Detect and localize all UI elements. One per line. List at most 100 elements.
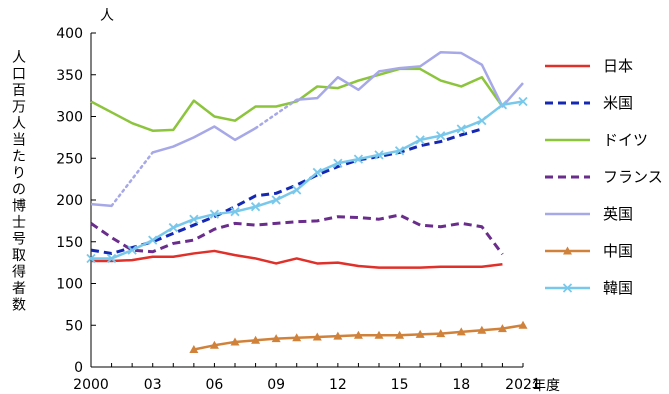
y-tick-label: 250 (56, 151, 83, 167)
data-point-stroke (394, 146, 405, 156)
data-point (456, 327, 466, 336)
y-axis-label-char: 人 (12, 116, 26, 132)
data-point-stroke (456, 124, 466, 134)
series-中国 (189, 320, 528, 353)
data-point (394, 146, 405, 156)
data-point (148, 235, 158, 245)
x-tick-label: 2021 (505, 377, 541, 393)
data-point (251, 335, 261, 344)
y-axis-label-char: 人 (12, 50, 26, 66)
legend-label: フランス (603, 168, 663, 186)
data-point (230, 337, 240, 346)
legend-item: 日本 (545, 57, 633, 75)
data-point (271, 195, 281, 205)
data-point-stroke (250, 202, 261, 212)
series-日本 (91, 249, 503, 269)
y-axis-label-char: 万 (12, 100, 26, 116)
data-point (415, 329, 425, 338)
data-point (353, 330, 363, 339)
series-韓国 (86, 96, 528, 264)
x-tick-label: 09 (267, 377, 285, 393)
legend-marker (562, 283, 573, 293)
data-point (395, 330, 405, 339)
data-point (209, 209, 220, 219)
data-point (415, 135, 425, 145)
series-gap-line (110, 151, 154, 208)
series-line (91, 249, 503, 269)
data-point (209, 340, 219, 349)
data-point (374, 330, 384, 339)
data-point (106, 253, 117, 264)
legend-marker (563, 246, 572, 255)
data-point (353, 154, 364, 164)
y-tick-label: 350 (56, 68, 83, 84)
data-point (518, 320, 528, 329)
data-point (497, 324, 507, 333)
data-point-stroke (86, 253, 96, 264)
legend-item: 中国 (545, 242, 633, 260)
y-tick-labels: 0 50 100 150 200 250 300 350 400 (56, 26, 83, 376)
data-point-stroke (168, 222, 178, 233)
y-tick-label: 400 (56, 26, 83, 42)
series-gap-line (254, 98, 298, 130)
legend-label: 中国 (603, 242, 633, 260)
x-tick-label: 12 (329, 377, 347, 393)
y-axis-label-char: 者 (12, 281, 26, 297)
x-tick-label: 15 (391, 377, 409, 393)
data-point (127, 245, 137, 255)
y-axis-unit: 人 (100, 8, 114, 24)
data-point-stroke (497, 100, 508, 110)
y-axis-label-char: 号 (12, 232, 26, 248)
legend-item: 米国 (545, 94, 633, 112)
legend-item: ドイツ (545, 131, 648, 149)
y-axis-label-char: 士 (12, 215, 26, 231)
series-フランス (90, 213, 504, 256)
y-tick-label: 200 (56, 193, 83, 209)
data-point (312, 167, 322, 178)
series-米国 (90, 127, 483, 255)
data-point-stroke (415, 135, 425, 145)
data-point (168, 222, 178, 233)
series-ドイツ (90, 67, 504, 132)
data-point (436, 131, 446, 141)
data-point (333, 331, 343, 340)
data-point (230, 207, 240, 217)
y-axis-label-char: り (12, 166, 26, 182)
legend-item: 韓国 (545, 279, 633, 297)
data-point (271, 334, 281, 343)
y-tick-label: 50 (65, 318, 83, 334)
data-point (250, 202, 261, 212)
y-axis-label-char: 博 (12, 198, 26, 215)
series-line (90, 213, 504, 256)
y-axis-label-char: 取 (12, 248, 26, 264)
data-point (312, 332, 322, 341)
x-axis-unit: 年度 (532, 378, 560, 394)
series-line (296, 50, 524, 108)
x-tick-label: 03 (144, 377, 162, 393)
legend-label: 韓国 (603, 279, 633, 297)
data-point-stroke (106, 253, 117, 264)
y-axis-label-char: 口 (12, 67, 26, 83)
y-axis-label-char: 当 (12, 133, 26, 149)
y-tick-label: 300 (56, 110, 83, 126)
data-point (497, 100, 508, 110)
data-point (436, 329, 446, 338)
x-tick-label: 2000 (73, 377, 109, 393)
data-point-stroke (292, 185, 302, 195)
data-point-stroke (271, 195, 281, 205)
y-tick-label: 100 (56, 277, 83, 293)
data-point (292, 333, 302, 342)
y-tick-label: 0 (74, 360, 83, 376)
data-point-stroke (312, 167, 322, 178)
data-point (189, 214, 199, 224)
legend-label: 英国 (603, 205, 633, 223)
data-point-stroke (374, 150, 384, 160)
series-line (90, 67, 504, 132)
data-point (374, 150, 384, 160)
axes (90, 32, 524, 368)
y-axis-label-char: 数 (12, 298, 26, 314)
y-axis-label-char: 得 (12, 264, 26, 281)
data-point-stroke (230, 207, 240, 217)
data-point-stroke (436, 131, 446, 141)
